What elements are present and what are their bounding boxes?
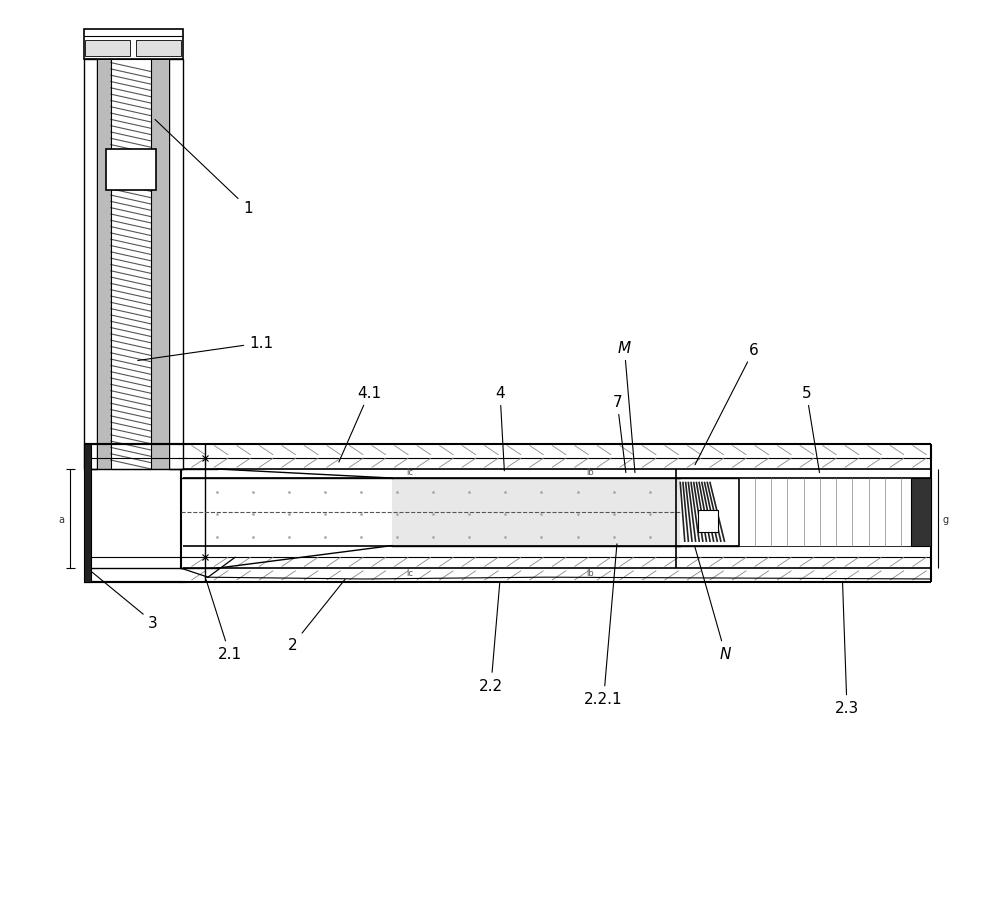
Bar	[85, 41, 130, 57]
Bar	[106, 150, 156, 191]
Bar	[84, 444, 91, 582]
Text: N: N	[695, 546, 731, 662]
Text: 4.1: 4.1	[339, 386, 381, 462]
Text: 2: 2	[288, 580, 345, 653]
Text: a: a	[58, 514, 64, 524]
Bar	[84, 60, 97, 470]
Text: 4: 4	[495, 386, 505, 471]
Text: 1.1: 1.1	[138, 336, 273, 361]
Bar	[911, 479, 931, 546]
Text: 1: 1	[155, 120, 252, 216]
Bar	[151, 60, 169, 470]
Text: lb: lb	[586, 467, 594, 476]
Text: lb: lb	[586, 569, 594, 578]
Bar	[698, 510, 718, 533]
Polygon shape	[392, 479, 680, 546]
Polygon shape	[739, 479, 931, 546]
Text: g: g	[943, 514, 949, 524]
Text: 6: 6	[695, 342, 759, 465]
Text: 2.1: 2.1	[206, 580, 242, 662]
Bar	[97, 60, 111, 470]
Bar	[111, 60, 151, 470]
Text: lc: lc	[406, 569, 413, 578]
Bar	[84, 30, 183, 60]
Text: 2.2.1: 2.2.1	[584, 545, 623, 706]
Bar	[136, 41, 181, 57]
Text: 2.2: 2.2	[479, 583, 503, 693]
Text: lc: lc	[406, 467, 413, 476]
Text: 2.3: 2.3	[835, 583, 859, 715]
Text: 7: 7	[612, 395, 626, 473]
Text: 5: 5	[802, 386, 819, 473]
Bar	[169, 60, 183, 470]
Text: 3: 3	[89, 571, 158, 630]
Text: M: M	[618, 340, 635, 473]
